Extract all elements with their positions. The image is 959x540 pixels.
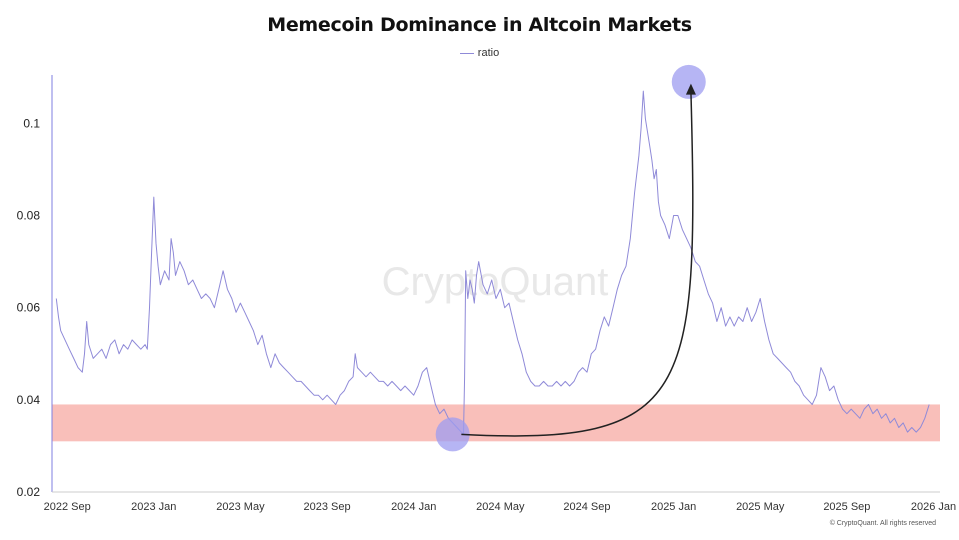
x-tick-label: 2024 Sep — [563, 501, 610, 513]
watermark-text: CryptoQuant — [382, 260, 609, 304]
y-tick-label: 0.06 — [17, 301, 41, 315]
x-tick-label: 2023 May — [216, 501, 265, 513]
x-tick-label: 2025 May — [736, 501, 785, 513]
x-ticks: 2022 Sep 2023 Jan 2023 May 2023 Sep 2024 Jan… — [44, 501, 957, 513]
legend-label: ratio — [477, 47, 500, 59]
x-tick-label: 2026 Jan — [911, 501, 956, 513]
series-line-ratio — [55, 90, 930, 435]
trend-arrow — [461, 91, 694, 437]
chart-title: Memecoin Dominance in Altcoin Markets — [267, 14, 692, 36]
y-tick-label: 0.04 — [17, 393, 41, 407]
x-tick-label: 2024 Jan — [391, 501, 436, 513]
highlight-marker — [671, 64, 706, 99]
x-tick-label: 2024 May — [476, 501, 525, 513]
y-tick-label: 0.1 — [23, 116, 40, 130]
legend[interactable]: ratio — [0, 47, 959, 59]
y-ticks: 0.02 0.04 0.06 0.08 0.1 — [17, 116, 41, 499]
x-tick-label: 2025 Sep — [823, 501, 870, 513]
markers — [435, 64, 706, 452]
x-tick-label: 2022 Sep — [44, 501, 91, 513]
credit-text: © CryptoQuant. All rights reserved — [829, 520, 936, 527]
trend-arrow-head — [685, 83, 696, 95]
x-tick-label: 2023 Jan — [131, 501, 176, 513]
x-tick-label: 2025 Jan — [651, 501, 696, 513]
y-tick-label: 0.08 — [17, 209, 41, 223]
highlight-marker — [435, 417, 470, 452]
y-tick-label: 0.02 — [17, 485, 41, 499]
x-tick-label: 2023 Sep — [304, 501, 351, 513]
legend-line-swatch — [459, 52, 474, 54]
